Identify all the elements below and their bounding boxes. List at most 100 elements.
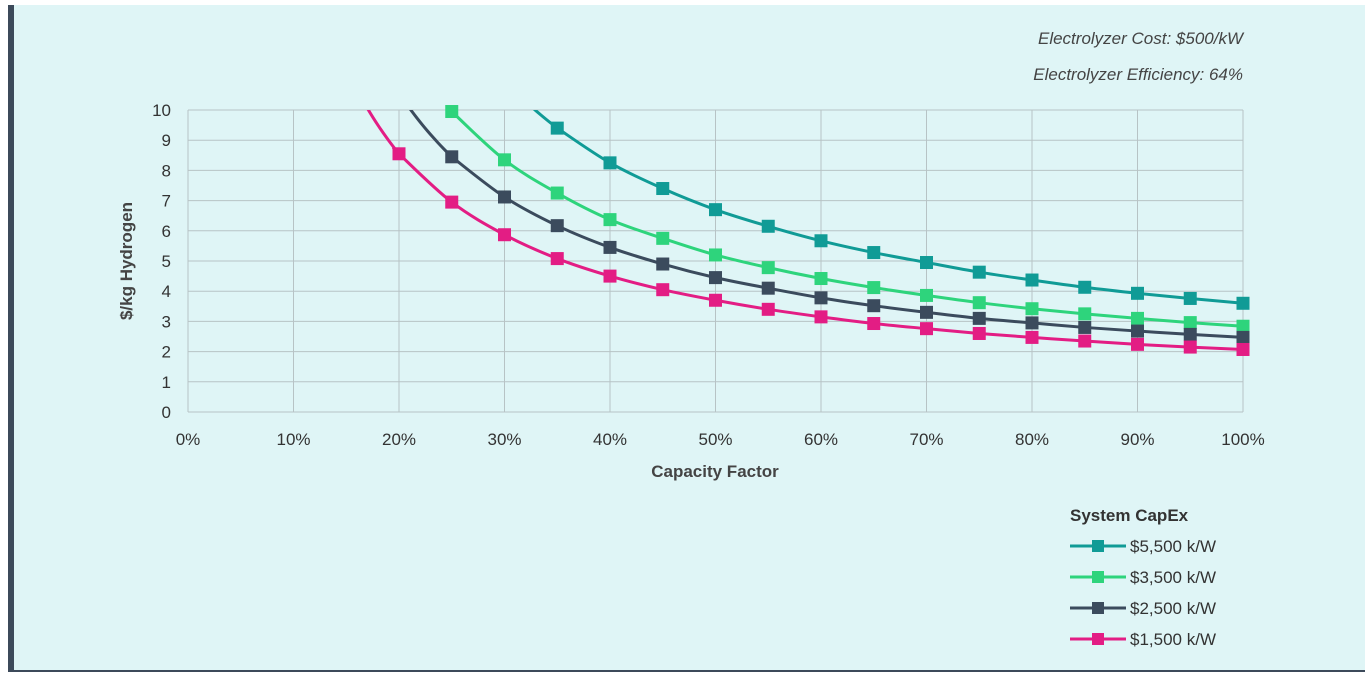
data-point-3500kw xyxy=(550,186,564,200)
legend-swatch-marker-1500kw xyxy=(1092,633,1104,645)
data-point-3500kw xyxy=(1131,311,1144,325)
y-tick-label: 1 xyxy=(162,373,171,392)
x-tick-label: 20% xyxy=(382,430,416,449)
data-point-1500kw xyxy=(656,283,670,297)
data-point-5500kw xyxy=(920,256,933,270)
legend-label-3500kw: $3,500 k/W xyxy=(1130,568,1216,587)
x-tick-label: 70% xyxy=(909,430,943,449)
data-point-3500kw xyxy=(867,281,881,295)
legend: System CapEx $5,500 k/W $3,500 k/W $2,500 … xyxy=(1070,506,1216,649)
data-point-1500kw xyxy=(1236,342,1250,356)
data-point-3500kw xyxy=(1025,302,1039,316)
legend-label-1500kw: $1,500 k/W xyxy=(1130,630,1216,649)
data-point-5500kw xyxy=(656,182,670,196)
data-point-2500kw xyxy=(550,219,564,233)
data-point-1500kw xyxy=(920,322,933,336)
data-point-1500kw xyxy=(1183,340,1197,354)
data-point-2500kw xyxy=(1025,316,1039,330)
y-axis-title: $/kg Hydrogen xyxy=(117,202,136,320)
y-tick-label: 4 xyxy=(162,282,171,301)
data-point-5500kw xyxy=(550,121,564,135)
data-point-1500kw xyxy=(1131,337,1144,351)
data-point-5500kw xyxy=(867,246,881,260)
data-point-1500kw xyxy=(814,310,828,324)
legend-label-5500kw: $5,500 k/W xyxy=(1130,537,1216,556)
data-point-5500kw xyxy=(1183,291,1197,305)
data-point-2500kw xyxy=(761,281,775,295)
data-point-1500kw xyxy=(550,252,564,266)
data-point-3500kw xyxy=(920,288,933,302)
data-point-1500kw xyxy=(761,302,775,316)
electrolyzer-cost-note: Electrolyzer Cost: $500/kW xyxy=(1038,29,1245,48)
data-point-2500kw xyxy=(867,299,881,313)
data-point-2500kw xyxy=(603,240,617,254)
data-point-2500kw xyxy=(814,291,828,305)
x-tick-label: 40% xyxy=(593,430,627,449)
series-line-3500kw xyxy=(447,110,1243,328)
data-point-2500kw xyxy=(1131,324,1144,338)
data-point-2500kw xyxy=(445,150,459,164)
series-line-2500kw xyxy=(409,110,1243,339)
y-tick-label: 5 xyxy=(162,252,171,271)
y-tick-label: 3 xyxy=(162,312,171,331)
x-tick-label: 100% xyxy=(1221,430,1264,449)
x-tick-label: 90% xyxy=(1120,430,1154,449)
y-tick-label: 0 xyxy=(162,403,171,422)
series-line-1500kw xyxy=(366,110,1243,351)
x-tick-label: 30% xyxy=(487,430,521,449)
data-point-1500kw xyxy=(867,317,881,331)
legend-swatch-marker-3500kw xyxy=(1092,571,1104,583)
data-point-5500kw xyxy=(1025,273,1039,287)
data-point-3500kw xyxy=(1183,316,1197,330)
x-axis-ticks: 0% 10% 20% 30% 40% 50% 60% 70% 80% 90% 100% xyxy=(176,430,1265,449)
y-tick-label: 2 xyxy=(162,343,171,362)
x-tick-label: 50% xyxy=(698,430,732,449)
data-point-2500kw xyxy=(498,190,511,204)
data-point-2500kw xyxy=(709,271,722,285)
y-tick-label: 7 xyxy=(162,192,171,211)
electrolyzer-efficiency-note: Electrolyzer Efficiency: 64% xyxy=(1033,65,1243,84)
x-tick-label: 80% xyxy=(1015,430,1049,449)
data-point-1500kw xyxy=(392,147,406,161)
legend-title: System CapEx xyxy=(1070,506,1189,525)
data-point-5500kw xyxy=(603,156,617,170)
data-point-2500kw xyxy=(1078,320,1092,334)
data-point-1500kw xyxy=(603,269,617,283)
data-point-5500kw xyxy=(1236,296,1250,310)
x-tick-label: 10% xyxy=(276,430,310,449)
data-point-1500kw xyxy=(1025,330,1039,344)
data-point-2500kw xyxy=(972,311,986,325)
data-point-3500kw xyxy=(972,296,986,310)
data-point-2500kw xyxy=(656,257,670,271)
data-point-3500kw xyxy=(1236,319,1250,333)
legend-label-2500kw: $2,500 k/W xyxy=(1130,599,1216,618)
series-lines xyxy=(366,110,1243,351)
data-point-5500kw xyxy=(761,219,775,233)
y-axis-ticks: 0 1 2 3 4 5 6 7 8 9 10 xyxy=(152,101,171,422)
legend-swatch-marker-5500kw xyxy=(1092,540,1104,552)
data-point-1500kw xyxy=(709,293,722,307)
data-point-5500kw xyxy=(709,203,722,217)
y-tick-label: 6 xyxy=(162,222,171,241)
data-point-3500kw xyxy=(498,153,511,167)
data-point-2500kw xyxy=(1183,327,1197,341)
data-point-5500kw xyxy=(1078,280,1092,294)
data-point-1500kw xyxy=(498,228,511,242)
data-point-3500kw xyxy=(761,261,775,275)
data-point-5500kw xyxy=(814,234,828,248)
data-point-3500kw xyxy=(814,272,828,286)
y-tick-label: 10 xyxy=(152,101,171,120)
data-point-5500kw xyxy=(972,265,986,279)
data-point-2500kw xyxy=(920,305,933,319)
data-point-3500kw xyxy=(1078,307,1092,321)
data-point-3500kw xyxy=(656,231,670,245)
data-point-3500kw xyxy=(709,248,722,262)
data-point-3500kw xyxy=(603,213,617,227)
data-point-2500kw xyxy=(1236,330,1250,344)
data-point-1500kw xyxy=(445,195,459,209)
x-tick-label: 60% xyxy=(804,430,838,449)
x-axis-title: Capacity Factor xyxy=(651,462,779,481)
legend-swatch-marker-2500kw xyxy=(1092,602,1104,614)
data-point-3500kw xyxy=(445,105,459,119)
